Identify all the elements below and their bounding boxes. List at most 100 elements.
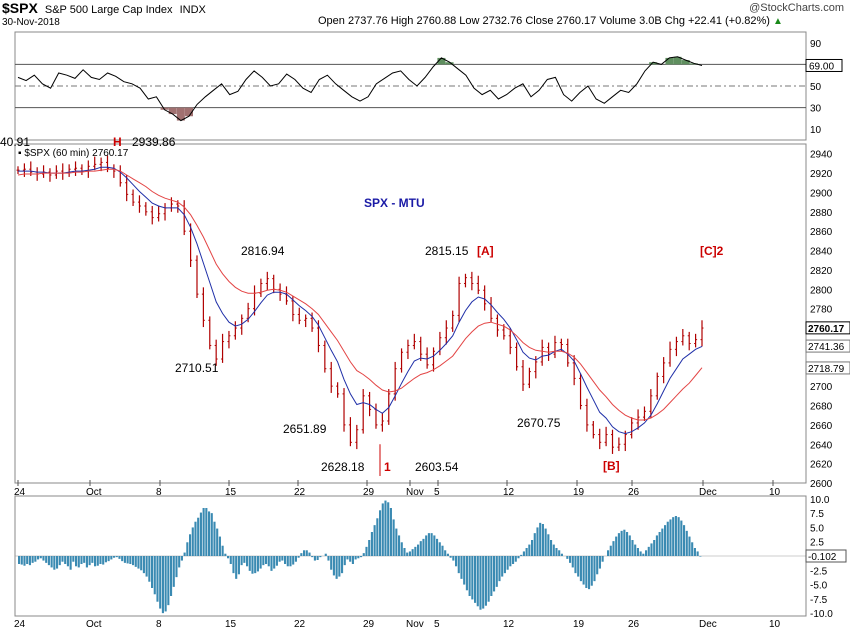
histogram-bar [425, 535, 428, 556]
histogram-bar [520, 554, 523, 556]
histogram-bar [617, 533, 620, 556]
histogram-tick: 7.5 [810, 509, 824, 520]
histogram-bar [297, 556, 300, 558]
histogram-bar [243, 556, 246, 563]
histogram-bar [303, 550, 306, 556]
rsi-overbought-fill [649, 62, 658, 65]
histogram-bar [153, 556, 156, 595]
histogram-bar [376, 518, 379, 556]
histogram-bar [620, 530, 623, 556]
histogram-bar [398, 535, 401, 556]
histogram-bar [495, 556, 498, 587]
histogram-bar [256, 556, 259, 572]
rsi-tick: 30 [810, 104, 822, 115]
rsi-oversold-fill [176, 107, 185, 121]
x-tick-bottom: 19 [573, 619, 585, 630]
histogram-bar [601, 556, 604, 562]
x-tick-bottom: 15 [225, 619, 237, 630]
histogram-bar [471, 556, 474, 600]
histogram-bar [474, 556, 477, 603]
histogram-bar [588, 556, 591, 590]
price-tick: 2620 [810, 460, 833, 471]
histogram-bar [313, 556, 316, 561]
histogram-bar [129, 556, 132, 564]
histogram-bar [172, 556, 175, 587]
histogram-bar [208, 511, 211, 556]
histogram-bar [636, 548, 639, 556]
histogram-bar [75, 556, 78, 567]
price-tick: 2700 [810, 382, 833, 393]
high-value-label: 2939.86 [132, 135, 176, 149]
histogram-bar [254, 556, 257, 574]
price-tick: 2780 [810, 305, 833, 316]
symbol: $SPX [2, 0, 38, 16]
histogram-bar [479, 556, 482, 610]
histogram-bar [582, 556, 585, 585]
histogram-bar [126, 556, 129, 564]
wave-annotation: [B] [603, 459, 620, 473]
histogram-bar [47, 556, 50, 566]
histogram-bar [441, 545, 444, 556]
rsi-overbought-fill [437, 57, 446, 65]
histogram-bar [634, 544, 637, 556]
histogram-bar [539, 522, 542, 556]
price-tick: 2820 [810, 266, 833, 277]
rsi-overbought-fill [681, 60, 690, 65]
histogram-tick: 5.0 [810, 523, 824, 534]
histogram-bar [237, 556, 240, 575]
rsi-overbought-fill [689, 63, 698, 65]
histogram-bar [579, 556, 582, 582]
histogram-bar [384, 500, 387, 556]
histogram-bar [531, 540, 534, 556]
price-tick: 2880 [810, 208, 833, 219]
histogram-bar [699, 556, 702, 557]
histogram-bar [691, 542, 694, 556]
histogram-bar [273, 556, 276, 569]
histogram-bar [45, 556, 48, 563]
histogram-bar [403, 548, 406, 556]
histogram-bar [598, 556, 601, 569]
histogram-bar [389, 508, 392, 556]
x-tick-bottom: 12 [503, 619, 515, 630]
x-tick-bottom: 24 [14, 619, 26, 630]
histogram-bar [20, 556, 23, 565]
x-tick-bottom: 5 [434, 619, 440, 630]
histogram-bar [476, 556, 479, 607]
histogram-bar [381, 503, 384, 556]
histogram-tick: 10.0 [810, 495, 830, 506]
histogram-bar [351, 556, 354, 564]
histogram-bar [194, 521, 197, 556]
histogram-bar [609, 545, 612, 556]
histogram-bar [183, 552, 186, 556]
x-tick-bottom: 8 [156, 619, 162, 630]
histogram-bar [661, 528, 664, 556]
histogram-bar [335, 556, 338, 579]
x-tick: 8 [156, 487, 162, 498]
price-value-label: 2760.17 [805, 321, 850, 335]
price-legend: ▪ $SPX (60 min) 2760.17 [18, 148, 129, 159]
histogram-bar [422, 538, 425, 556]
histogram-bar [514, 556, 517, 562]
x-tick-bottom: 22 [294, 619, 306, 630]
wave-annotation: 2628.18 [321, 460, 365, 474]
histogram-bar [311, 556, 314, 558]
histogram-bar [642, 553, 645, 556]
wave-annotation: 2603.54 [415, 460, 459, 474]
rsi-tick: 50 [810, 82, 822, 93]
histogram-bar [110, 556, 113, 560]
histogram-bar [650, 543, 653, 556]
price-tick: 2940 [810, 150, 833, 161]
histogram-bar [653, 540, 656, 556]
histogram-bar [240, 556, 243, 566]
histogram-bar [85, 556, 88, 568]
histogram-tick: -10.0 [810, 609, 833, 620]
histogram-bar [227, 556, 230, 559]
rsi-tick: 10 [810, 125, 822, 136]
histogram-bar [593, 556, 596, 582]
price-value-label: 2718.79 [805, 361, 850, 375]
histogram-bar [121, 556, 124, 562]
histogram-bar [91, 556, 94, 563]
watermark: @StockCharts.com [749, 2, 844, 14]
x-tick: Nov [406, 487, 424, 498]
histogram-bar [672, 517, 675, 556]
